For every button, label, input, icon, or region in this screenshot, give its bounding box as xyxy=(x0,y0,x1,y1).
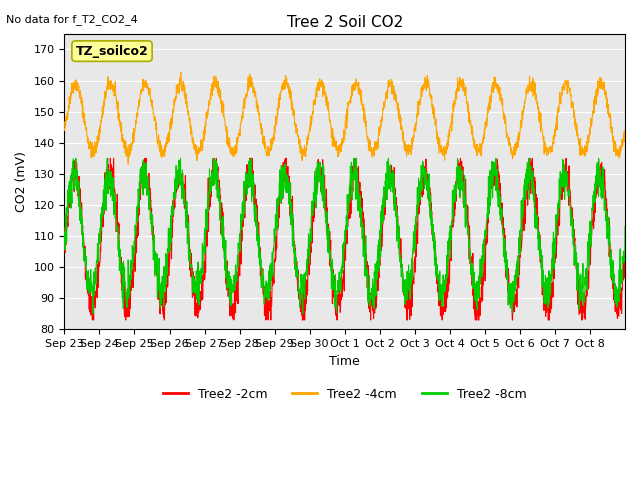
Text: No data for f_T2_CO2_4: No data for f_T2_CO2_4 xyxy=(6,14,138,25)
Text: TZ_soilco2: TZ_soilco2 xyxy=(76,45,148,58)
Title: Tree 2 Soil CO2: Tree 2 Soil CO2 xyxy=(287,15,403,30)
Y-axis label: CO2 (mV): CO2 (mV) xyxy=(15,151,28,212)
X-axis label: Time: Time xyxy=(330,355,360,368)
Legend: Tree2 -2cm, Tree2 -4cm, Tree2 -8cm: Tree2 -2cm, Tree2 -4cm, Tree2 -8cm xyxy=(157,383,532,406)
